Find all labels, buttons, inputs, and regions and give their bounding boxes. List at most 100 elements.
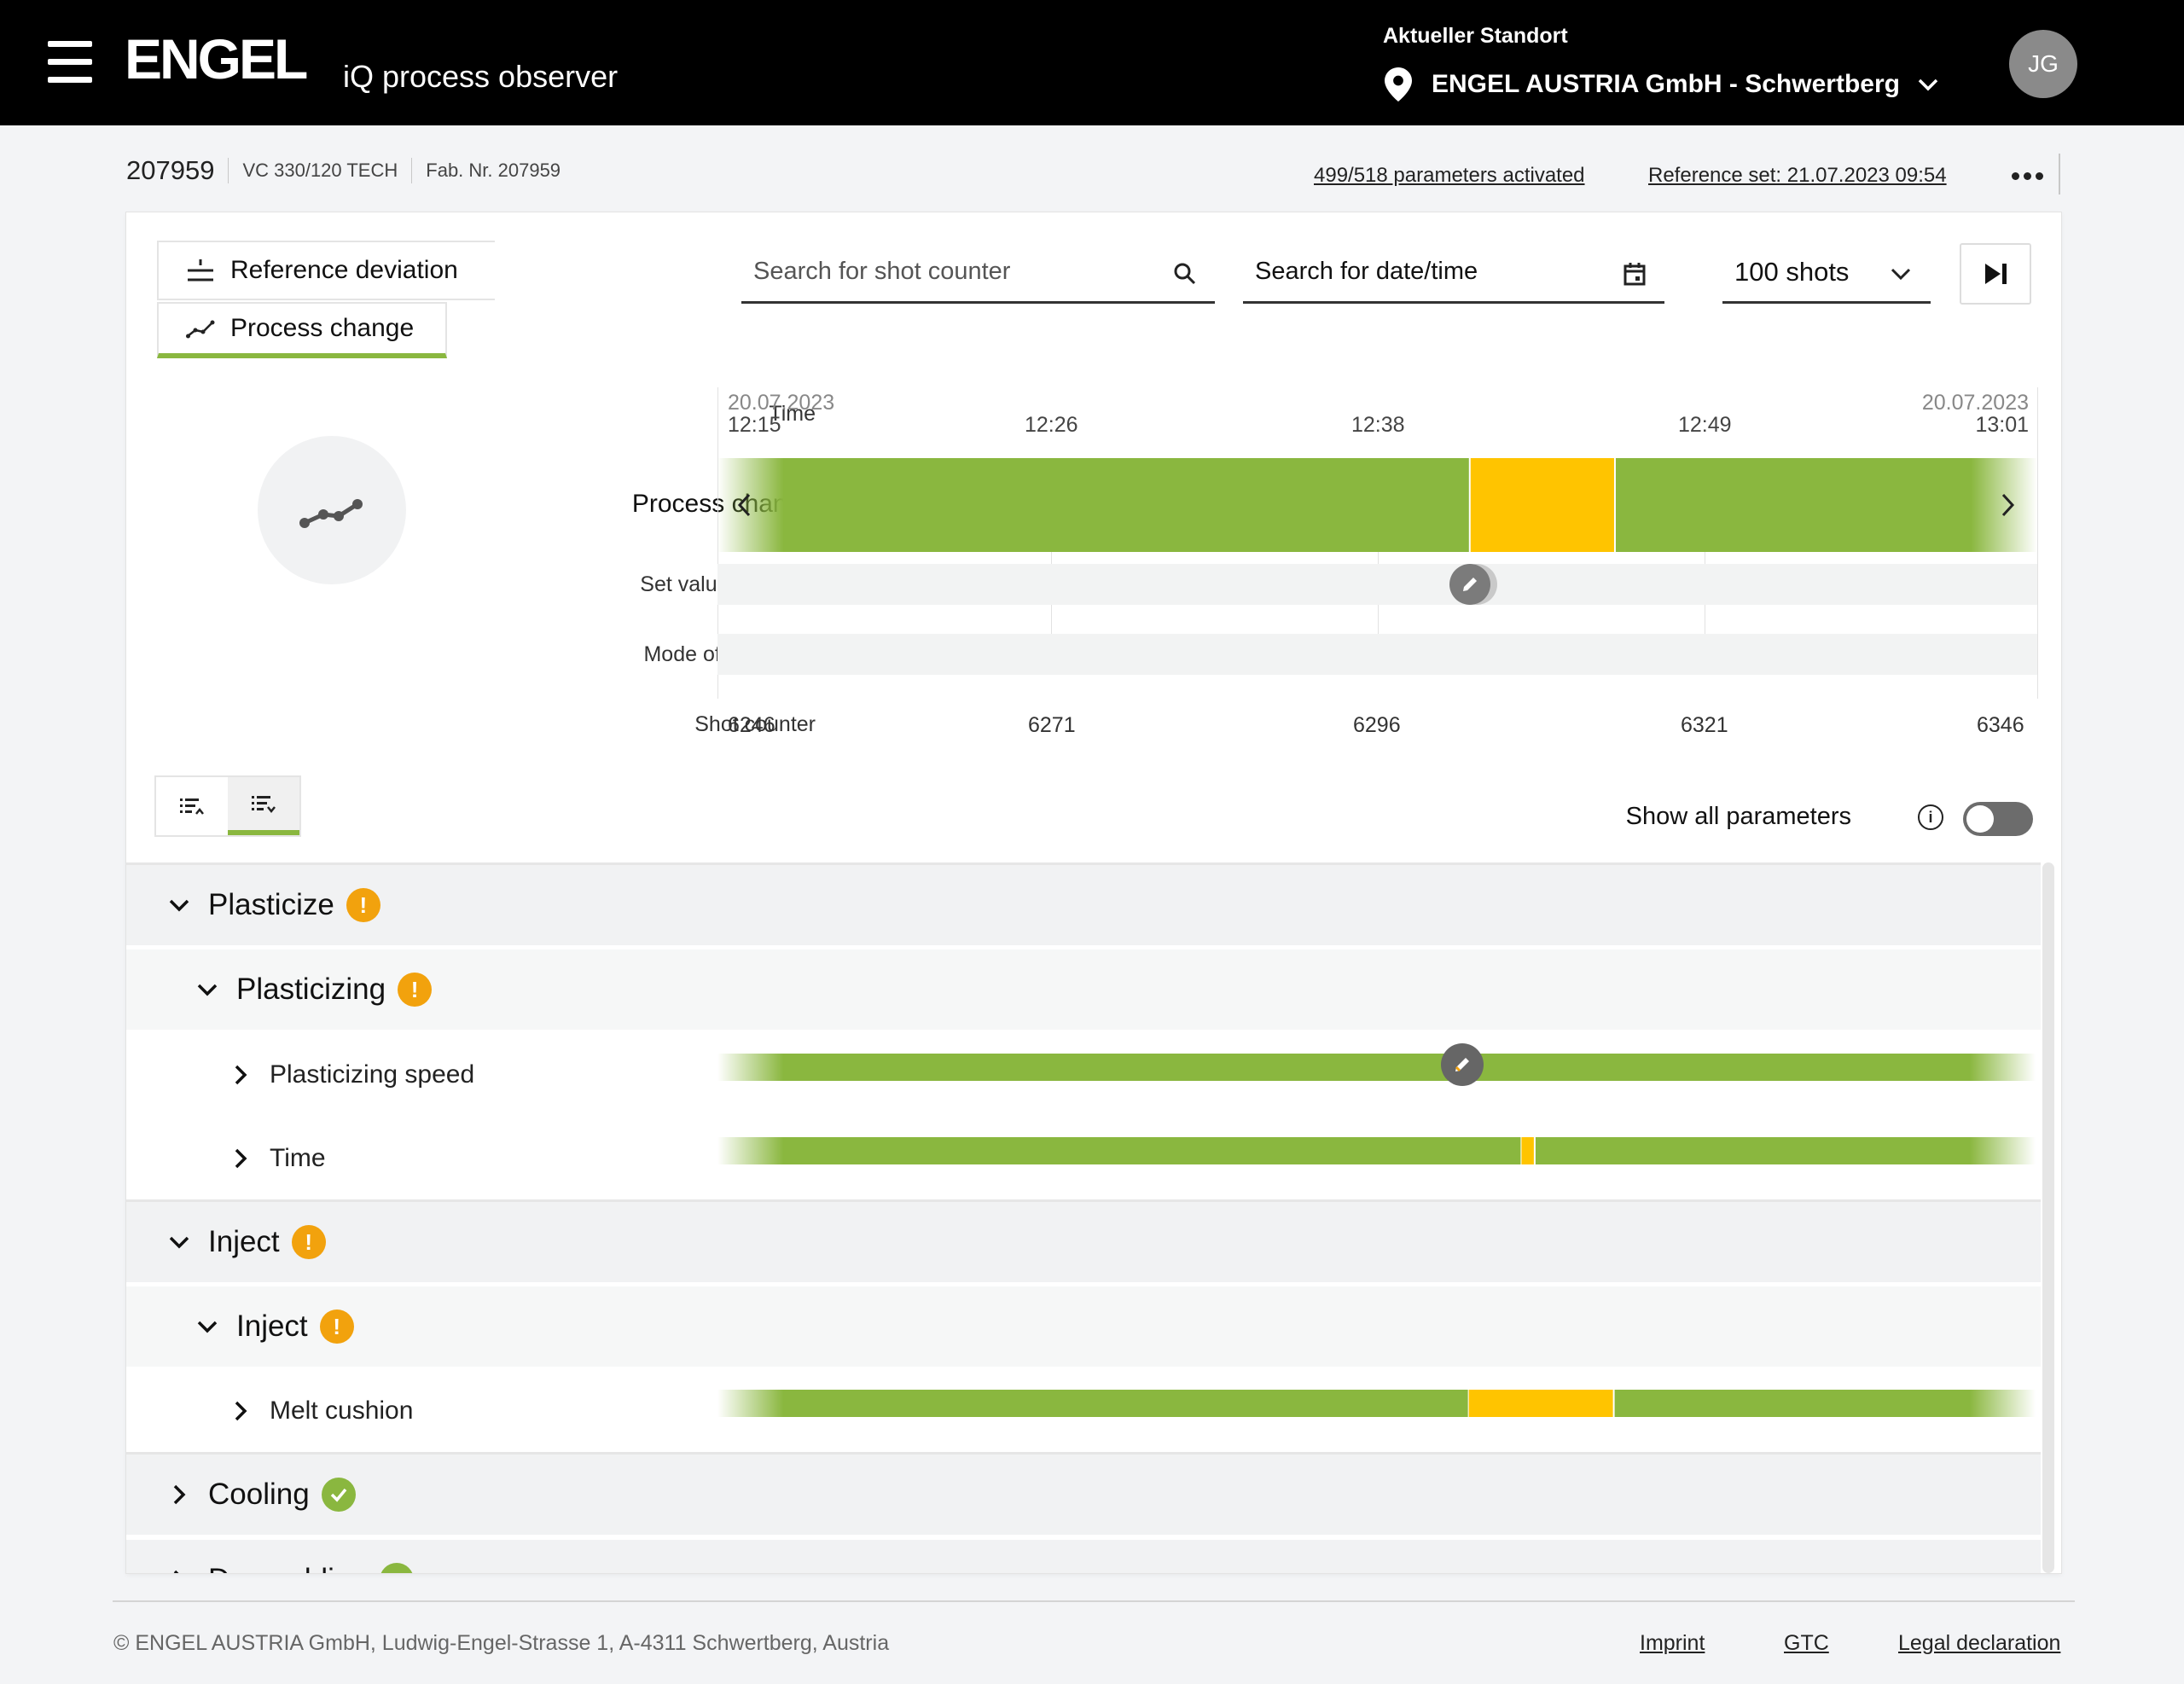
shots-count-value: 100 shots [1734, 256, 1850, 287]
tab-reference-deviation[interactable]: Reference deviation [157, 241, 495, 300]
parameters-activated-link[interactable]: 499/518 parameters activated [1314, 164, 1585, 187]
menu-icon[interactable] [48, 41, 92, 84]
chevron-right-icon [2001, 493, 2015, 517]
grid-line [2037, 387, 2038, 699]
time-tick-start: 20.07.2023 12:15 [728, 392, 834, 436]
parameter-tree: Plasticize ! Plasticizing ! Plasticizing… [126, 862, 2041, 1573]
tree-group-label: Plasticize [208, 888, 334, 921]
set-value-change-marker[interactable] [1449, 564, 1490, 605]
checkmark-icon [321, 1478, 356, 1512]
tree-scrollbar[interactable] [2042, 862, 2054, 1573]
chevron-right-icon[interactable] [167, 1568, 191, 1573]
tree-param-label: Time [270, 1143, 326, 1172]
info-icon[interactable]: i [1918, 804, 1943, 830]
list-expand-icon [252, 796, 276, 814]
chevron-down-icon[interactable] [195, 1315, 219, 1338]
separator [228, 158, 229, 183]
location-caption: Aktueller Standort [1383, 24, 1568, 48]
tree-group-inject[interactable]: Inject ! [126, 1202, 2041, 1285]
imprint-link[interactable]: Imprint [1640, 1631, 1705, 1655]
location-name: ENGEL AUSTRIA GmbH - Schwertberg [1432, 70, 1900, 98]
tab-process-change[interactable]: Process change [157, 302, 447, 358]
shots-count-select[interactable]: 100 shots [1722, 242, 1931, 304]
location-selector[interactable]: ENGEL AUSTRIA GmbH - Schwertberg [1384, 65, 1939, 104]
chevron-down-icon[interactable] [167, 893, 191, 917]
set-value-changes-track [717, 564, 2037, 605]
timeline-previous-button[interactable] [728, 488, 762, 522]
search-icon[interactable] [1172, 261, 1198, 287]
warning-icon: ! [346, 888, 380, 922]
reference-set-link[interactable]: Reference set: 21.07.2023 09:54 [1648, 164, 1947, 187]
tree-group-label: Inject [208, 1225, 280, 1258]
chevron-down-icon[interactable] [195, 978, 219, 1002]
shot-tick: 6346 [1977, 713, 2024, 737]
tree-group-demoulding[interactable]: Demoulding [126, 1540, 2041, 1573]
chevron-right-icon[interactable] [229, 1399, 253, 1423]
calendar-icon[interactable] [1622, 261, 1647, 287]
separator [2059, 154, 2060, 195]
divider [126, 1199, 2041, 1202]
expand-list-button[interactable] [228, 777, 299, 835]
shot-tick: 6271 [1028, 713, 1076, 737]
divider [126, 1452, 2041, 1455]
more-options-icon[interactable] [2005, 160, 2049, 191]
tree-param-label: Melt cushion [270, 1396, 414, 1425]
timeline-next-button[interactable] [1990, 488, 2024, 522]
show-all-parameters-toggle[interactable] [1963, 802, 2033, 836]
segment-separator [1612, 1390, 1615, 1417]
top-bar: ENGEL iQ process observer Aktueller Stan… [0, 0, 2184, 125]
pencil-icon [1462, 578, 1477, 591]
chevron-right-icon[interactable] [167, 1483, 191, 1507]
warning-icon: ! [398, 973, 433, 1007]
gtc-link[interactable]: GTC [1784, 1631, 1829, 1655]
process-change-bar[interactable] [717, 458, 2037, 552]
legal-declaration-link[interactable]: Legal declaration [1898, 1631, 2061, 1655]
shot-tick: 6246 [728, 713, 775, 737]
parameter-bar-deviation [1521, 1137, 1535, 1164]
tree-subgroup-inject[interactable]: Inject ! [126, 1286, 2041, 1369]
tree-group-plasticize[interactable]: Plasticize ! [126, 865, 2041, 948]
warning-icon: ! [319, 1309, 354, 1344]
jump-to-latest-button[interactable] [1960, 243, 2031, 305]
chevron-right-icon[interactable] [229, 1063, 253, 1087]
process-change-segment [1614, 458, 2037, 552]
time-tick: 13:01 [1975, 413, 2029, 437]
datetime-search-placeholder: Search for date/time [1255, 258, 1478, 285]
chevron-down-icon [1918, 78, 1938, 91]
location-pin-icon [1385, 67, 1412, 102]
time-tick: 12:26 [1025, 413, 1078, 437]
tab-process-change-label: Process change [230, 314, 415, 342]
tree-group-cooling[interactable]: Cooling [126, 1455, 2041, 1537]
parameter-bar-ok [717, 1054, 2036, 1081]
tree-subgroup-plasticizing[interactable]: Plasticizing ! [126, 949, 2041, 1032]
grid-line [1378, 545, 1379, 673]
parameter-bar-ok [717, 1137, 2036, 1164]
shot-counter-search-placeholder: Search for shot counter [753, 258, 1011, 285]
tree-param-label: Plasticizing speed [270, 1060, 475, 1089]
pencil-icon [1455, 1058, 1469, 1072]
mode-of-operation-track [717, 634, 2037, 675]
process-change-graph-icon [258, 436, 406, 584]
user-avatar[interactable]: JG [2009, 30, 2077, 98]
segment-separator [1468, 458, 1471, 552]
chevron-down-icon[interactable] [167, 1230, 191, 1254]
chevron-left-icon [737, 493, 751, 517]
time-tick: 12:49 [1678, 413, 1732, 437]
time-bar[interactable] [717, 1137, 2036, 1164]
shot-counter-row-label: Shot counter [694, 712, 816, 736]
process-change-segment [717, 458, 1470, 552]
melt-cushion-bar[interactable] [717, 1390, 2036, 1417]
plasticizing-speed-bar[interactable] [717, 1054, 2036, 1081]
machine-fab-no: Fab. Nr. 207959 [426, 160, 561, 181]
show-all-parameters-label: Show all parameters [1625, 803, 1851, 830]
end-date: 20.07.2023 [1921, 391, 2029, 415]
app-name: iQ process observer [343, 59, 619, 94]
process-change-segment [1469, 458, 1615, 552]
datetime-search[interactable]: Search for date/time [1243, 242, 1664, 304]
shot-counter-search[interactable]: Search for shot counter [741, 242, 1215, 304]
tree-subgroup-label: Plasticizing [236, 973, 386, 1006]
chevron-right-icon[interactable] [229, 1147, 253, 1170]
collapse-list-button[interactable] [156, 777, 228, 835]
list-collapse-icon [180, 798, 204, 815]
set-value-change-marker[interactable] [1441, 1043, 1484, 1086]
